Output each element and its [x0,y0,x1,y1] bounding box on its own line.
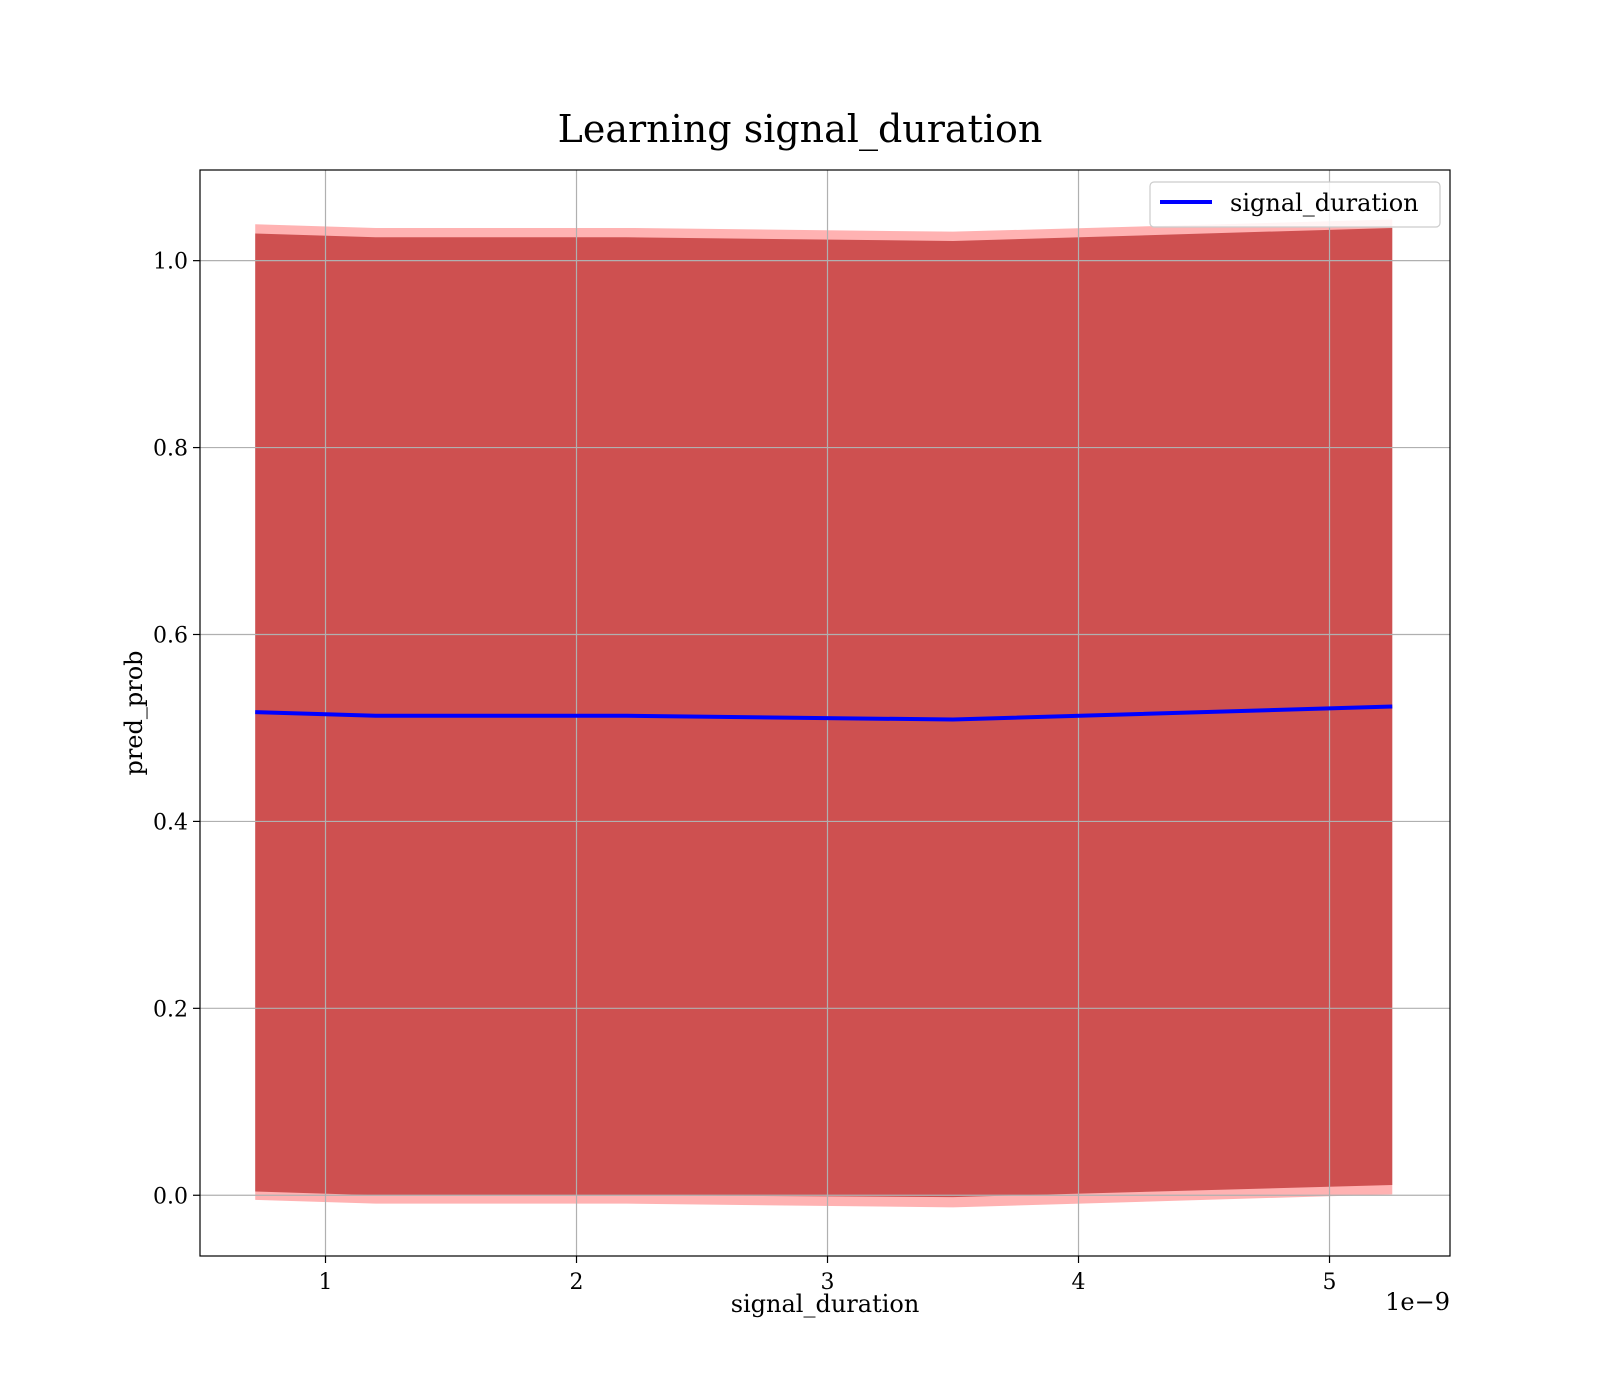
series-lines [255,704,1393,722]
y-axis-ticks: 0.0 0.2 0.4 0.6 0.8 1.0 [153,250,200,1209]
x-axis-label: signal_duration [731,1290,920,1318]
x-axis-offset-label: 1e−9 [1385,1288,1450,1316]
y-tick-label-1.0: 1.0 [153,250,188,275]
x-tick-label-5: 5 [1323,1270,1337,1295]
plot-frame [199,169,1451,1257]
y-axis-label: pred_prob [120,650,148,775]
y-tick-label-0.0: 0.0 [153,1184,188,1209]
y-tick-label-0.4: 0.4 [153,810,188,835]
series-line-1 [255,704,1393,722]
x-tick-label-3: 3 [821,1270,835,1295]
legend: signal_duration [1149,181,1441,228]
confidence-bands [255,219,1393,1208]
gridlines [200,170,1450,1256]
y-tick-label-0.2: 0.2 [153,997,188,1022]
y-tick-label-0.8: 0.8 [153,437,188,462]
x-axis-ticks: 1 2 3 4 5 [319,1256,1337,1295]
legend-box [1149,181,1441,228]
legend-entry-label: signal_duration [1230,189,1419,217]
x-tick-label-1: 1 [319,1270,333,1295]
confidence-band-2 [255,219,1393,1208]
chart-title: Learning signal_duration [558,107,1043,152]
y-tick-label-0.6: 0.6 [153,623,188,648]
x-tick-label-4: 4 [1072,1270,1086,1295]
x-tick-label-2: 2 [570,1270,584,1295]
confidence-band-1 [255,227,1393,1198]
plot-area [199,169,1451,1257]
